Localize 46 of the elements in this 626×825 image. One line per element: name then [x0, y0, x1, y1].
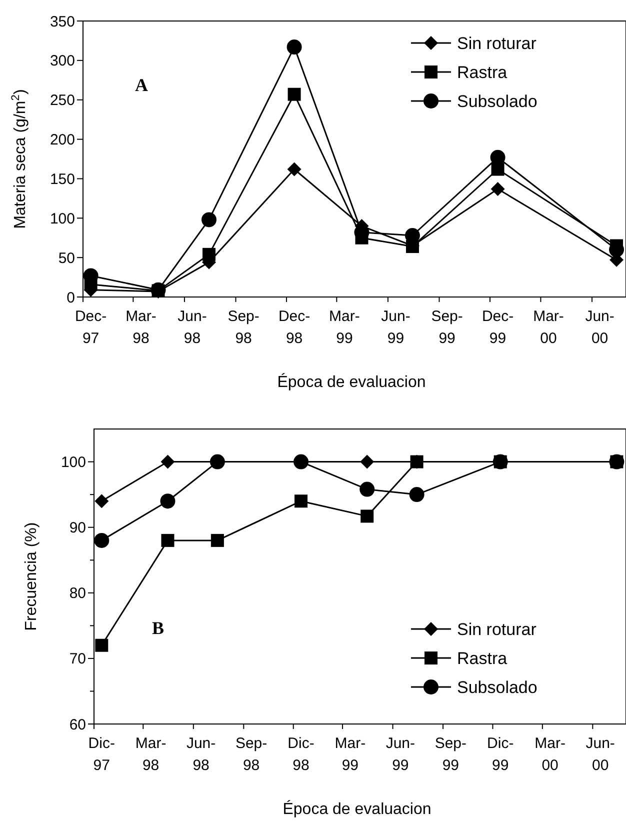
- x-tick-label: Sep- 98: [235, 735, 268, 774]
- x-tick-label: Jun- 99: [381, 308, 410, 347]
- y-tick-label: 300: [50, 52, 75, 70]
- x-tick-label: Dec- 99: [482, 308, 514, 347]
- x-tick-label: Jun- 00: [585, 308, 614, 347]
- y-tick-label: 350: [50, 13, 75, 30]
- x-tick-label: Dec- 98: [278, 308, 310, 347]
- x-tick-label: Mar- 99: [329, 308, 360, 347]
- x-tick-label: Dic- 99: [487, 735, 514, 774]
- legend-label: Rastra: [457, 648, 508, 668]
- x-tick-label: Mar- 98: [126, 308, 156, 347]
- y-tick-label: 200: [50, 132, 75, 149]
- x-tick-label: Jun- 00: [586, 735, 615, 774]
- y-tick-label: 80: [69, 585, 86, 602]
- x-tick-label: Sep- 99: [431, 308, 463, 347]
- x-tick-label: Mar- 99: [334, 735, 366, 774]
- legend-label: Sin roturar: [457, 34, 537, 53]
- x-tick-label: Dic- 98: [288, 735, 314, 774]
- y-tick-label: 150: [50, 170, 75, 188]
- x-tick-label: Jun- 98: [178, 308, 207, 347]
- x-tick-label: Jun- 98: [186, 735, 216, 774]
- y-tick-label: 100: [60, 454, 86, 472]
- x-tick-label: Mar- 98: [135, 735, 166, 774]
- y-tick-label: 250: [50, 92, 75, 110]
- x-tick-label: Sep- 98: [228, 308, 260, 347]
- y-tick-label: 100: [50, 210, 75, 228]
- y-tick-label: 50: [58, 250, 75, 267]
- y-tick-label: 70: [69, 650, 86, 668]
- legend-label: Rastra: [457, 62, 508, 82]
- x-tick-label: Jun- 99: [386, 735, 416, 774]
- legend-label: Subsolado: [457, 678, 538, 697]
- annotation: B: [152, 618, 164, 638]
- annotation: A: [135, 75, 148, 95]
- x-axis-title: Época de evaluacion: [282, 800, 432, 818]
- legend-label: Sin roturar: [457, 620, 537, 639]
- x-tick-label: Dic- 97: [88, 735, 115, 774]
- y-tick-label: 60: [69, 716, 86, 734]
- x-tick-label: Dec- 97: [74, 308, 107, 347]
- y-tick-label: 90: [69, 520, 86, 537]
- x-axis-title: Época de evaluacion: [277, 373, 426, 391]
- y-axis-title: Frecuencia (%): [23, 522, 40, 631]
- x-tick-label: Mar- 00: [533, 308, 564, 347]
- x-tick-label: Mar- 00: [534, 735, 566, 774]
- x-tick-label: Sep- 99: [434, 735, 467, 774]
- y-tick-label: 0: [66, 289, 75, 306]
- legend-label: Subsolado: [457, 92, 538, 111]
